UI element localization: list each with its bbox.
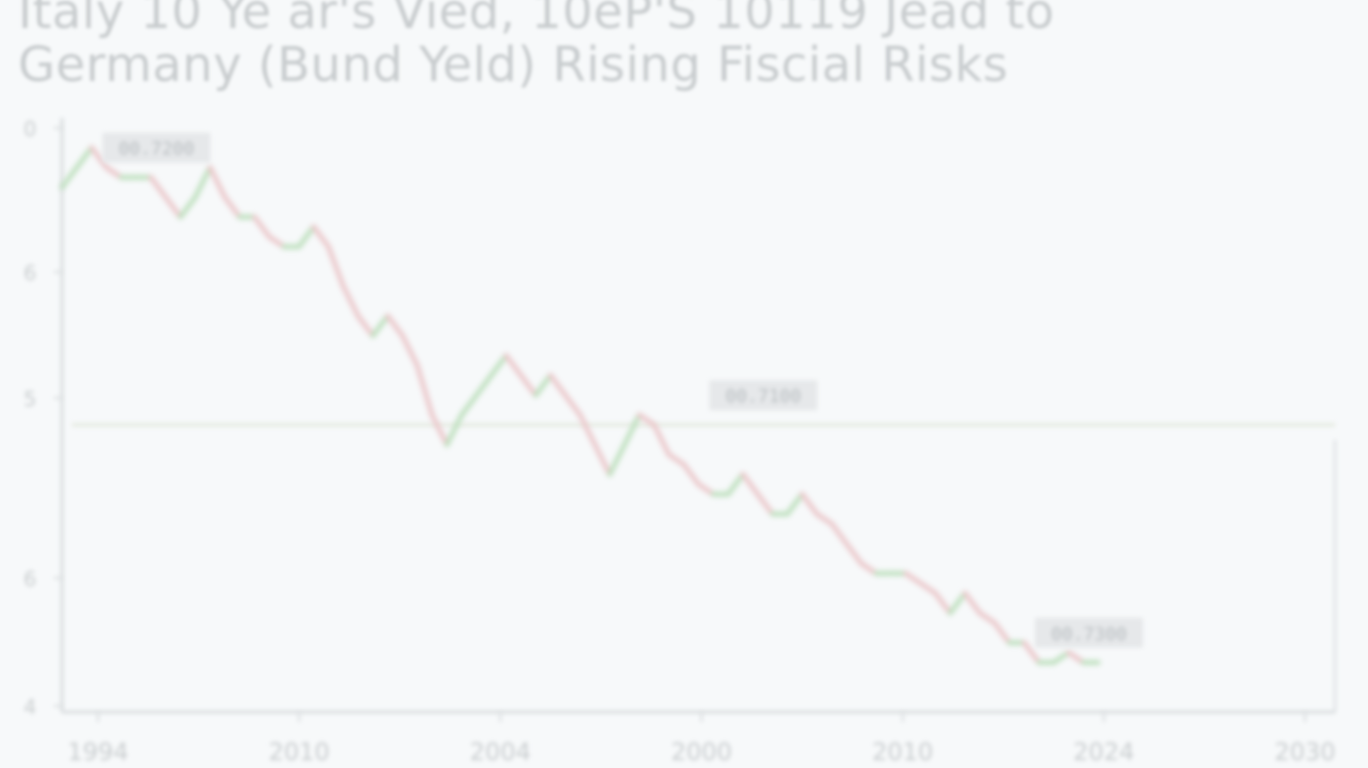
line-segment	[903, 570, 924, 586]
annotation-box	[1034, 617, 1143, 648]
line-segment	[651, 422, 672, 458]
line-segment	[266, 234, 287, 250]
line-segment	[562, 392, 583, 418]
chart-title: Italy 10 Ye ar's Vied, 10eP'S 10119 Jead…	[18, 0, 1055, 93]
line-segment	[607, 442, 627, 477]
annotation-layer: 00.7200 00.7100 00.7300	[102, 132, 1143, 648]
line-segment	[89, 145, 109, 170]
line-segment	[829, 521, 850, 547]
x-tick-label: 2010	[872, 738, 933, 766]
axes	[60, 118, 1336, 714]
line-segment	[296, 224, 317, 250]
line-segment	[992, 620, 1012, 646]
y-tick-label: 6	[24, 261, 37, 285]
line-segment	[533, 372, 553, 398]
line-segment	[459, 392, 479, 418]
line-segment	[740, 471, 761, 497]
line-segment	[1021, 640, 1042, 665]
line-segment	[592, 442, 613, 477]
line-segment	[355, 313, 376, 339]
line-segment	[725, 471, 746, 497]
line-segment	[370, 313, 391, 339]
line-segment	[918, 580, 938, 596]
x-tick-label: 2000	[671, 738, 732, 766]
line-segment	[222, 194, 243, 220]
line-segment	[59, 165, 80, 190]
line-segment	[325, 244, 346, 289]
line-segment	[503, 353, 524, 378]
line-segment	[681, 462, 701, 487]
line-segment	[518, 372, 539, 398]
line-segment	[621, 412, 642, 448]
line-segment	[755, 491, 776, 517]
annotation-box	[709, 380, 818, 411]
line-segment	[311, 224, 331, 250]
line-segment	[340, 283, 361, 319]
line-segment	[192, 165, 213, 200]
tick-label-layer: 1994 2010 2004 2000 2010 2024 2030 0 6 5 6 4	[24, 117, 1336, 766]
x-tick-label: 2030	[1274, 738, 1335, 766]
x-tick-label: 2024	[1073, 738, 1134, 766]
line-segment	[148, 174, 169, 200]
line-segment	[784, 491, 805, 517]
x-tick-label: 2004	[470, 738, 531, 766]
line-segment	[103, 165, 124, 180]
line-segment	[636, 412, 657, 428]
line-segment	[799, 491, 820, 517]
line-segment	[858, 561, 879, 576]
line-segment	[399, 333, 420, 368]
y-tick-label: 6	[24, 567, 37, 591]
x-tick-label: 2010	[269, 738, 330, 766]
line-segment	[207, 165, 228, 200]
annotation-label: 00.7100	[725, 386, 801, 407]
line-segment	[577, 412, 598, 448]
line-segment	[1066, 650, 1086, 665]
line-segment	[251, 214, 272, 240]
annotation-label: 00.7300	[1051, 624, 1127, 645]
line-segment	[74, 145, 95, 170]
line-segment	[1051, 650, 1072, 665]
line-segment	[977, 610, 998, 626]
y-tick-label: 4	[24, 695, 37, 719]
line-segment	[666, 452, 687, 467]
line-segment	[814, 511, 835, 527]
line-segment	[932, 590, 953, 616]
x-tick-label: 1994	[67, 738, 128, 766]
line-segment	[444, 412, 465, 448]
annotation-box	[102, 132, 211, 163]
series-layer	[59, 145, 1101, 665]
line-segment	[385, 313, 405, 339]
line-segment	[429, 412, 450, 448]
annotation-label: 00.7200	[118, 139, 194, 160]
line-segment	[488, 353, 509, 378]
line-segment	[414, 363, 435, 418]
line-segment	[947, 590, 968, 616]
line-segment	[473, 372, 494, 398]
line-segment	[696, 481, 716, 497]
line-segment	[177, 194, 198, 220]
y-tick-label: 0	[24, 117, 37, 141]
line-segment	[547, 372, 568, 398]
line-segment	[163, 194, 183, 220]
y-tick-label: 5	[24, 387, 37, 411]
line-segment	[962, 590, 983, 616]
line-segment	[844, 541, 864, 566]
